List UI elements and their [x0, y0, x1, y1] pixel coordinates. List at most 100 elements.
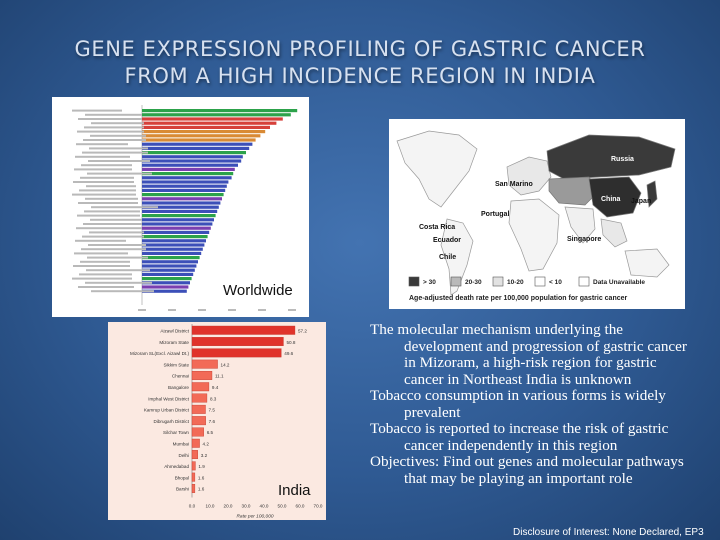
ww-bar-label — [87, 172, 152, 175]
india-category-label: Imphal West District — [148, 396, 189, 401]
india-value-label: 7.6 — [209, 419, 216, 424]
worldwide-chart-image: Worldwide — [52, 97, 309, 317]
ww-bar-label — [90, 218, 142, 221]
ww-bar-label — [76, 143, 128, 146]
india-value-label: 11.1 — [215, 374, 224, 379]
ww-bar-label — [73, 265, 130, 267]
ww-bar — [142, 205, 219, 209]
ww-bar — [142, 256, 200, 260]
india-category-label: Mumbai — [173, 442, 189, 447]
ww-bar-label — [73, 181, 134, 183]
india-bar — [191, 359, 218, 369]
ww-bar — [142, 214, 216, 218]
bullet-tobacco-risk: Tobacco is reported to increase the risk… — [370, 420, 669, 454]
india-category-label: Bangalore — [168, 385, 189, 390]
ww-bar — [142, 235, 208, 239]
ww-bar-label — [86, 185, 136, 188]
central-asia-shape — [548, 176, 600, 206]
india-x-tick: 50.0 — [278, 504, 287, 509]
india-category-label: Chennai — [172, 374, 189, 379]
ww-bar-label — [78, 118, 142, 120]
india-bar — [191, 371, 213, 380]
india-caption: India — [278, 482, 311, 499]
ww-bar-label — [85, 113, 142, 116]
ww-bar — [142, 117, 283, 121]
india-chart-image: Aizawl District 57.2 Mizoram State 50.8 Mizo… — [108, 322, 326, 520]
north-america-shape — [396, 130, 478, 208]
ww-bar — [142, 180, 229, 184]
ww-bar — [142, 193, 224, 197]
japan-shape — [646, 180, 658, 208]
india-value-label: 50.8 — [286, 340, 295, 345]
ww-bar — [142, 121, 277, 125]
india-value-label: 1.6 — [198, 475, 205, 480]
india-bar — [191, 427, 204, 437]
india-value-label: 4.2 — [203, 442, 210, 447]
india-bar — [191, 404, 206, 414]
ww-bar — [142, 125, 270, 129]
india-bar — [191, 461, 196, 471]
india-category-label: Silchar Town — [163, 430, 189, 435]
australia-shape — [624, 248, 670, 278]
south-asia-shape — [564, 206, 596, 244]
india-bar — [191, 472, 196, 482]
legend-label-unavailable: Data Unavailable — [593, 279, 645, 286]
legend-label-gt30: > 30 — [423, 279, 436, 286]
bullet-tobacco-prevalence: Tobacco consumption in various forms is … — [370, 387, 666, 421]
ww-bar-label — [89, 231, 144, 234]
map-label-costa-rica: Costa Rica — [419, 224, 455, 231]
india-x-tick: 40.0 — [260, 504, 269, 509]
ww-bar-label — [91, 122, 144, 125]
ww-bar — [142, 113, 291, 117]
ww-bar — [142, 197, 222, 201]
ww-bar-label — [78, 286, 134, 288]
india-category-label: Ahmedabad — [164, 464, 189, 469]
ww-bar-label — [72, 193, 136, 196]
ww-bar-label — [76, 227, 142, 230]
ww-bar-label — [86, 269, 150, 272]
ww-bar — [142, 289, 187, 293]
ww-bar-label — [80, 260, 130, 263]
map-label-china: China — [601, 196, 621, 203]
ww-bar-label — [83, 139, 146, 141]
india-bar — [191, 348, 282, 358]
south-america-shape — [440, 218, 474, 296]
ww-bar-label — [83, 223, 142, 225]
india-value-label: 7.5 — [209, 408, 216, 413]
india-category-label: Dibrugarh District — [154, 419, 190, 424]
legend-label-20-30: 20-30 — [465, 279, 482, 286]
india-category-label: Barshi — [176, 487, 189, 492]
europe-shape — [506, 156, 552, 196]
ww-bar — [142, 176, 232, 180]
ww-bar-label — [88, 244, 146, 246]
ww-bar — [142, 230, 210, 234]
ww-bar — [142, 251, 202, 255]
india-value-label: 1.6 — [198, 487, 205, 492]
ww-bar — [142, 277, 192, 281]
ww-bar — [142, 218, 214, 222]
ww-tick — [258, 309, 266, 311]
ww-bar — [142, 285, 189, 289]
india-value-label: 6.5 — [207, 430, 214, 435]
ww-bar-label — [72, 109, 122, 112]
ww-bar-label — [77, 130, 144, 133]
ww-bar — [142, 167, 235, 171]
southeast-asia-shape — [600, 218, 628, 248]
africa-shape — [508, 198, 560, 272]
india-bar — [191, 483, 196, 493]
ww-bar — [142, 163, 238, 167]
india-bar — [191, 450, 198, 460]
ww-bar — [142, 142, 253, 146]
ww-bar-label — [85, 281, 152, 284]
ww-bar-label — [82, 235, 144, 238]
map-caption: Age-adjusted death rate per 100,000 popu… — [409, 295, 628, 302]
india-chart-svg: Aizawl District 57.2 Mizoram State 50.8 Mizo… — [130, 324, 323, 520]
ww-bar — [142, 151, 246, 155]
ww-bar-label — [74, 252, 128, 255]
india-category-label: Delhi — [179, 453, 189, 458]
legend-label-lt10: < 10 — [549, 279, 562, 286]
ww-bar-label — [78, 202, 138, 204]
ww-bar — [142, 201, 221, 205]
ww-bar-label — [74, 168, 132, 171]
legend-swatch-unavailable — [578, 276, 590, 287]
